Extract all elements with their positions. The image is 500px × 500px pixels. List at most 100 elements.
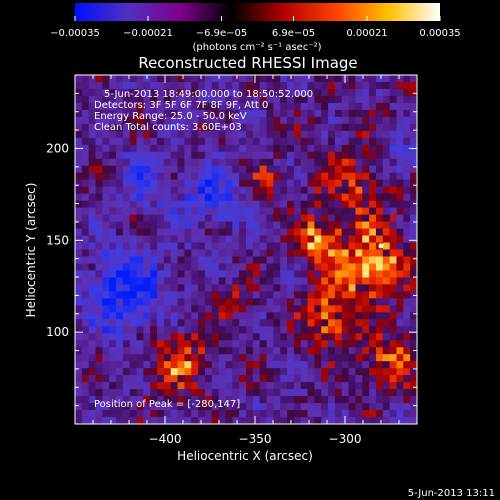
heatmap-cell bbox=[341, 242, 350, 251]
heatmap-cell bbox=[355, 270, 363, 279]
heatmap-cell bbox=[403, 256, 411, 265]
heatmap-cell bbox=[252, 88, 261, 97]
peak-position-label: Position of Peak = [-280,147] bbox=[94, 399, 240, 410]
heatmap-cell bbox=[321, 75, 329, 83]
heatmap-cell bbox=[259, 263, 268, 272]
heatmap-cell bbox=[328, 256, 336, 265]
heatmap-cell bbox=[129, 270, 138, 279]
heatmap-cell bbox=[382, 165, 391, 174]
heatmap-cell bbox=[362, 242, 370, 251]
heatmap-cell bbox=[129, 81, 138, 90]
heatmap-cell bbox=[307, 319, 315, 327]
heatmap-cell bbox=[259, 228, 268, 237]
heatmap-cell bbox=[246, 116, 254, 125]
heatmap-cell bbox=[396, 340, 404, 348]
heatmap-cell bbox=[157, 200, 165, 209]
heatmap-cell bbox=[252, 81, 261, 90]
heatmap-cell bbox=[102, 200, 110, 209]
heatmap-cell bbox=[300, 263, 309, 272]
heatmap-cell bbox=[184, 81, 192, 90]
heatmap-cell bbox=[300, 389, 309, 397]
heatmap-cell bbox=[293, 354, 302, 362]
heatmap-cell bbox=[102, 312, 110, 320]
heatmap-cell bbox=[382, 221, 391, 230]
heatmap-cell bbox=[334, 130, 343, 139]
heatmap-cell bbox=[239, 228, 247, 237]
heatmap-cell bbox=[334, 109, 343, 118]
heatmap-cell bbox=[225, 396, 233, 404]
heatmap-cell bbox=[75, 88, 83, 97]
heatmap-cell bbox=[273, 102, 281, 111]
heatmap-cell bbox=[232, 186, 240, 195]
heatmap-cell bbox=[204, 151, 213, 160]
heatmap-cell bbox=[280, 417, 288, 424]
heatmap-cell bbox=[239, 200, 247, 209]
heatmap-cell bbox=[369, 340, 377, 348]
heatmap-cell bbox=[382, 242, 391, 251]
heatmap-cell bbox=[362, 221, 370, 230]
heatmap-cell bbox=[362, 403, 370, 411]
heatmap-cell bbox=[362, 410, 370, 418]
heatmap-cell bbox=[266, 158, 274, 167]
heatmap-cell bbox=[218, 88, 227, 97]
heatmap-cell bbox=[150, 277, 158, 285]
heatmap-cell bbox=[348, 389, 357, 397]
heatmap-cell bbox=[143, 326, 151, 334]
heatmap-cell bbox=[109, 81, 117, 90]
heatmap-cell bbox=[143, 144, 151, 153]
heatmap-cell bbox=[334, 179, 343, 188]
heatmap-cell bbox=[129, 165, 138, 174]
heatmap-cell bbox=[150, 137, 158, 146]
heatmap-cell bbox=[334, 361, 343, 369]
heatmap-cell bbox=[382, 109, 391, 118]
heatmap-cell bbox=[88, 326, 97, 334]
heatmap-cell bbox=[239, 298, 247, 306]
heatmap-cell bbox=[403, 123, 411, 132]
heatmap-cell bbox=[211, 389, 220, 397]
heatmap-cell bbox=[280, 249, 288, 258]
heatmap-cell bbox=[341, 284, 350, 292]
heatmap-cell bbox=[259, 242, 268, 251]
heatmap-cell bbox=[122, 284, 131, 292]
heatmap-cell bbox=[389, 291, 398, 299]
heatmap-cell bbox=[184, 375, 192, 383]
heatmap-cell bbox=[246, 109, 254, 118]
heatmap-cell bbox=[184, 347, 192, 355]
heatmap-cell bbox=[403, 319, 411, 327]
heatmap-cell bbox=[232, 242, 240, 251]
heatmap-cell bbox=[348, 375, 357, 383]
heatmap-cell bbox=[198, 354, 206, 362]
heatmap-cell bbox=[163, 347, 172, 355]
heatmap-cell bbox=[273, 235, 281, 244]
heatmap-cell bbox=[225, 165, 233, 174]
heatmap-cell bbox=[355, 256, 363, 265]
heatmap-cell bbox=[81, 319, 90, 327]
heatmap-cell bbox=[143, 389, 151, 397]
heatmap-cell bbox=[184, 207, 192, 216]
heatmap-cell bbox=[239, 347, 247, 355]
heatmap-cell bbox=[314, 207, 322, 216]
heatmap-cell bbox=[239, 410, 247, 418]
heatmap-cell bbox=[396, 102, 404, 111]
heatmap-cell bbox=[252, 158, 261, 167]
heatmap-cell bbox=[81, 116, 90, 125]
heatmap-cell bbox=[334, 312, 343, 320]
heatmap-cell bbox=[191, 389, 199, 397]
heatmap-cell bbox=[410, 354, 417, 362]
heatmap-cell bbox=[410, 109, 417, 118]
heatmap-cell bbox=[273, 256, 281, 265]
heatmap-cell bbox=[163, 116, 172, 125]
heatmap-cell bbox=[232, 207, 240, 216]
heatmap-cell bbox=[300, 235, 309, 244]
heatmap-cell bbox=[163, 228, 172, 237]
heatmap-cell bbox=[259, 417, 268, 424]
heatmap-cell bbox=[355, 263, 363, 272]
heatmap-cell bbox=[170, 193, 179, 202]
heatmap-cell bbox=[362, 291, 370, 299]
heatmap-cell bbox=[375, 347, 384, 355]
heatmap-cell bbox=[300, 172, 309, 181]
heatmap-cell bbox=[177, 158, 186, 167]
heatmap-cell bbox=[122, 95, 131, 104]
heatmap-cell bbox=[307, 75, 315, 83]
heatmap-cell bbox=[348, 354, 357, 362]
